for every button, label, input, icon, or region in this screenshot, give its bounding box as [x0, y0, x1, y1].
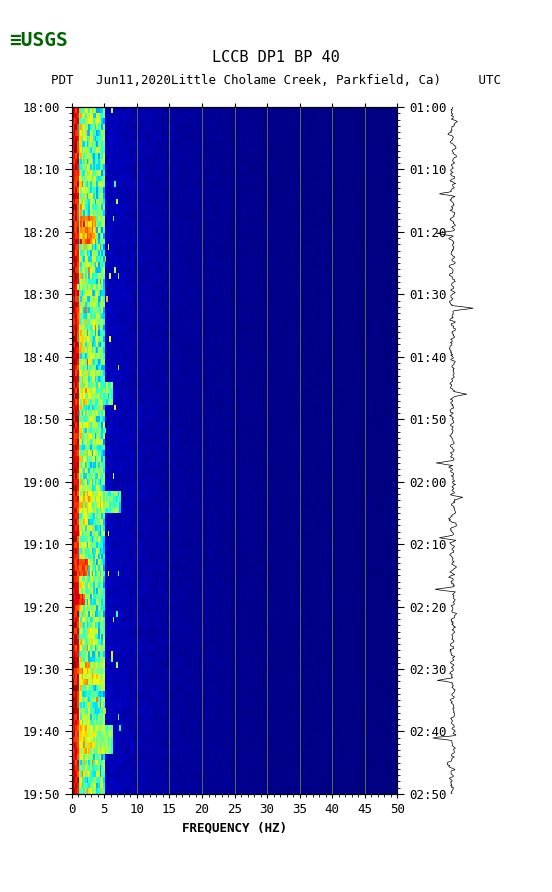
Text: LCCB DP1 BP 40: LCCB DP1 BP 40: [212, 51, 340, 65]
Text: PDT   Jun11,2020Little Cholame Creek, Parkfield, Ca)     UTC: PDT Jun11,2020Little Cholame Creek, Park…: [51, 74, 501, 87]
Text: ≡USGS: ≡USGS: [9, 30, 67, 50]
X-axis label: FREQUENCY (HZ): FREQUENCY (HZ): [182, 822, 287, 834]
